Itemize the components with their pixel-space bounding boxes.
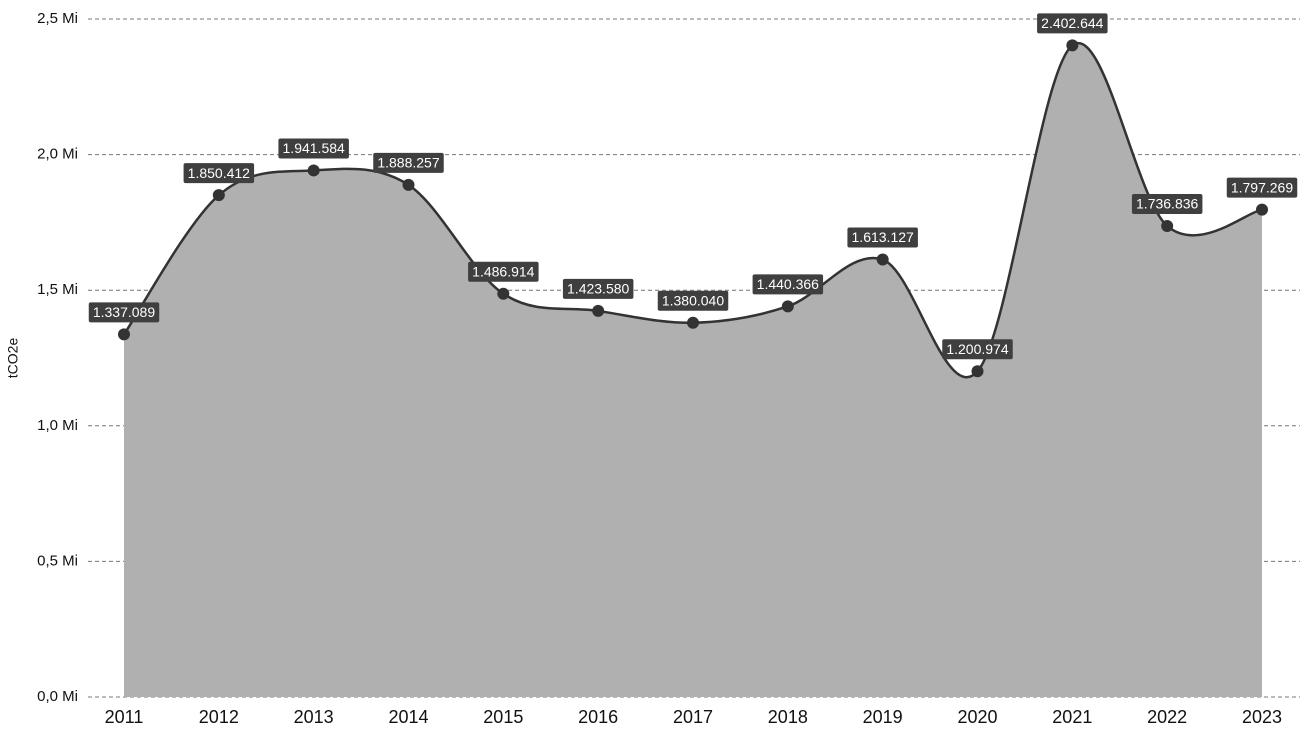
data-point <box>1256 203 1268 216</box>
data-label: 1.797.269 <box>1226 177 1298 198</box>
data-label: 1.850.412 <box>183 163 255 184</box>
data-label-box <box>278 138 349 159</box>
data-label: 1.941.584 <box>278 138 349 159</box>
data-point <box>876 253 889 266</box>
x-tick-label: 2015 <box>483 707 523 727</box>
data-label-box <box>942 339 1013 360</box>
y-tick-label: 2,0 Mi <box>37 146 78 163</box>
data-label-text: 1.337.089 <box>93 304 155 320</box>
data-label-text: 1.613.127 <box>852 229 914 245</box>
data-label-text: 1.850.412 <box>188 165 250 181</box>
x-tick-label: 2011 <box>105 707 144 727</box>
data-point <box>1066 39 1079 52</box>
data-label-text: 1.423.580 <box>567 281 629 297</box>
data-label: 1.613.127 <box>847 227 918 248</box>
data-label-text: 1.440.366 <box>757 276 819 292</box>
data-label-text: 2.402.644 <box>1041 15 1103 31</box>
y-tick-label: 2,5 Mi <box>37 10 78 27</box>
y-axis-label: tCO2e <box>5 338 21 379</box>
data-label-box <box>752 274 824 295</box>
data-label: 1.486.914 <box>468 261 539 282</box>
data-label-text: 1.797.269 <box>1231 179 1293 195</box>
y-tick-label: 0,5 Mi <box>37 552 78 569</box>
data-label-box <box>88 302 160 323</box>
data-point <box>971 365 984 378</box>
data-point <box>592 304 605 317</box>
x-tick-label: 2012 <box>199 707 239 727</box>
data-label-box <box>1037 13 1108 34</box>
data-label-text: 1.736.836 <box>1136 196 1198 212</box>
y-tick-label: 1,5 Mi <box>37 281 78 298</box>
x-tick-label: 2013 <box>294 707 334 727</box>
x-tick-label: 2016 <box>578 707 618 727</box>
data-label: 1.440.366 <box>752 274 824 295</box>
data-point <box>1161 219 1174 232</box>
data-label: 1.380.040 <box>657 290 729 311</box>
y-tick-label: 1,0 Mi <box>37 417 78 434</box>
data-point <box>307 164 320 177</box>
data-label: 1.423.580 <box>562 278 634 299</box>
data-label: 1.337.089 <box>88 302 160 323</box>
data-label-box <box>373 152 444 173</box>
data-point <box>212 189 225 202</box>
data-point <box>687 316 699 329</box>
data-label-box <box>1131 193 1203 214</box>
data-label-text: 1.941.584 <box>283 140 345 156</box>
data-label: 1.888.257 <box>373 152 444 173</box>
data-label-box <box>847 227 918 248</box>
data-label-box <box>183 163 255 184</box>
data-point <box>118 328 130 341</box>
data-point <box>402 178 415 191</box>
data-label: 1.200.974 <box>942 339 1013 360</box>
data-point <box>781 300 794 313</box>
x-tick-label: 2017 <box>673 707 713 727</box>
area <box>124 43 1262 697</box>
x-tick-label: 2021 <box>1052 707 1092 727</box>
data-label-box <box>562 278 634 299</box>
x-tick-label: 2018 <box>768 707 808 727</box>
data-label-text: 1.888.257 <box>377 155 439 171</box>
data-label-box <box>657 290 729 311</box>
data-label-text: 1.200.974 <box>946 341 1008 357</box>
x-tick-label: 2014 <box>388 707 428 727</box>
data-label: 1.736.836 <box>1131 193 1203 214</box>
x-tick-label: 2020 <box>957 707 997 727</box>
x-tick-label: 2019 <box>863 707 903 727</box>
x-tick-label: 2023 <box>1242 707 1282 727</box>
data-label: 2.402.644 <box>1037 13 1108 34</box>
data-point <box>497 287 510 300</box>
data-label-text: 1.486.914 <box>472 263 534 279</box>
x-tick-label: 2022 <box>1147 707 1187 727</box>
data-label-box <box>468 261 539 282</box>
y-tick-label: 0,0 Mi <box>37 688 78 705</box>
data-label-box <box>1226 177 1298 198</box>
data-label-text: 1.380.040 <box>662 292 724 308</box>
